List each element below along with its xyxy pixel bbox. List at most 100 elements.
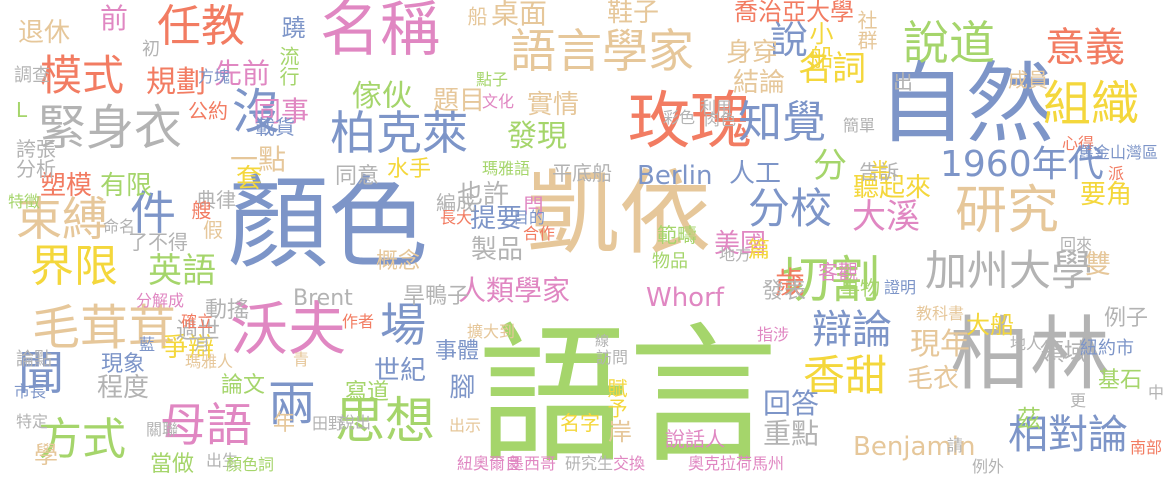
cloud-word: 前 bbox=[100, 2, 129, 35]
cloud-word: 退休 bbox=[18, 18, 71, 48]
cloud-word: 先前 bbox=[214, 57, 271, 90]
cloud-word: 鞋子 bbox=[607, 0, 660, 28]
cloud-word: 公約 bbox=[188, 99, 228, 123]
cloud-word: 彩色 bbox=[663, 108, 696, 127]
cloud-word: 出 bbox=[893, 70, 913, 94]
cloud-word: 假 bbox=[203, 218, 223, 242]
cloud-word: 題目 bbox=[433, 86, 486, 116]
cloud-word: 過世 bbox=[176, 319, 221, 344]
cloud-word: 腳 bbox=[445, 373, 475, 399]
cloud-word: 簡單 bbox=[843, 116, 876, 135]
cloud-word: 閂 bbox=[520, 195, 544, 215]
cloud-word: 界限 bbox=[30, 241, 118, 292]
cloud-word: 動搖 bbox=[205, 298, 250, 323]
cloud-word: 人類學家 bbox=[458, 274, 571, 307]
cloud-word: 說出 bbox=[339, 413, 372, 432]
cloud-word: 套 bbox=[236, 164, 263, 194]
cloud-word: 初 bbox=[142, 39, 160, 60]
cloud-word: 合作 bbox=[523, 224, 556, 243]
cloud-word: 桌面 bbox=[491, 0, 548, 30]
cloud-word: 指涉 bbox=[757, 325, 790, 344]
cloud-word: 文化 bbox=[482, 92, 515, 111]
cloud-word: 分 bbox=[813, 146, 847, 186]
cloud-word: 交換 bbox=[613, 454, 646, 473]
cloud-word: 地方 bbox=[719, 245, 752, 264]
cloud-word: 茲 bbox=[1017, 405, 1041, 433]
cloud-word: 塑模 bbox=[40, 171, 93, 201]
cloud-word: 要角 bbox=[1080, 180, 1133, 210]
cloud-word: 喬治亞大學 bbox=[734, 0, 854, 26]
cloud-word: 長大 bbox=[440, 208, 473, 227]
cloud-word: 例外 bbox=[972, 457, 1005, 476]
cloud-word: 說道 bbox=[903, 16, 995, 70]
cloud-word: 告訴 bbox=[859, 160, 899, 184]
cloud-word: 方式 bbox=[38, 414, 126, 465]
cloud-word: 紐約市 bbox=[1080, 338, 1134, 359]
cloud-word: 小船 bbox=[805, 21, 833, 69]
cloud-word: 南部 bbox=[1130, 438, 1163, 457]
cloud-word: 線 bbox=[595, 334, 609, 350]
cloud-word: 爭辯 bbox=[162, 333, 215, 363]
cloud-word: 加州大學 bbox=[925, 246, 1094, 295]
cloud-word: 知覺 bbox=[738, 97, 826, 148]
cloud-word: 墨西哥 bbox=[508, 454, 557, 473]
cloud-word: 當做 bbox=[150, 452, 195, 477]
cloud-word: 瑪雅語 bbox=[482, 159, 531, 178]
cloud-word: 沒 bbox=[232, 84, 281, 140]
cloud-word: 相對論 bbox=[1008, 412, 1128, 458]
cloud-word: 旱鴨子 bbox=[403, 284, 470, 309]
cloud-word: 調查 bbox=[14, 65, 50, 86]
cloud-word: 中 bbox=[1148, 383, 1165, 402]
cloud-word: 半 bbox=[870, 158, 890, 182]
cloud-word: 利用 bbox=[700, 98, 733, 117]
cloud-word: 場 bbox=[380, 298, 426, 352]
cloud-word: 特徵 bbox=[8, 192, 41, 211]
cloud-word: Whorf bbox=[646, 283, 724, 313]
cloud-word: 意義 bbox=[1045, 25, 1125, 71]
cloud-word: 藍 bbox=[139, 335, 156, 354]
cloud-word: 分析 bbox=[16, 157, 56, 181]
cloud-word: 同事 bbox=[253, 95, 310, 128]
cloud-word: 組織 bbox=[1043, 76, 1140, 132]
cloud-word: 毛衣 bbox=[907, 364, 960, 394]
cloud-word: 玫瑰 bbox=[628, 84, 753, 157]
cloud-word: 沃夫 bbox=[230, 295, 347, 363]
cloud-word: 傢伙 bbox=[352, 79, 412, 114]
cloud-word: 肉色 bbox=[704, 110, 737, 129]
cloud-word: 規劃 bbox=[146, 65, 206, 100]
cloud-word: 重點 bbox=[763, 417, 820, 450]
cloud-word: 實情 bbox=[527, 90, 580, 120]
cloud-word: 現象 bbox=[101, 352, 146, 377]
cloud-word: 基石 bbox=[1098, 368, 1143, 393]
cloud-word: 客觀 bbox=[818, 260, 858, 284]
cloud-word: 辯論 bbox=[812, 307, 892, 353]
cloud-word: 證明 bbox=[884, 278, 917, 297]
cloud-word: 例子 bbox=[1104, 306, 1149, 331]
cloud-word: 紐奧爾良 bbox=[457, 454, 522, 473]
cloud-word: 顏色詞 bbox=[226, 455, 275, 474]
cloud-word: 大船 bbox=[966, 311, 1014, 339]
cloud-word: 思想 bbox=[335, 392, 435, 450]
cloud-word: 水手 bbox=[387, 157, 432, 182]
cloud-word: 件 bbox=[130, 186, 176, 240]
cloud-word: Benjamin bbox=[853, 432, 976, 462]
cloud-word: 雙 bbox=[1085, 250, 1112, 280]
cloud-word: 青 bbox=[293, 350, 310, 369]
cloud-word: 回來 bbox=[1060, 235, 1093, 254]
cloud-word: 論點 bbox=[16, 349, 52, 370]
cloud-word: 身穿 bbox=[726, 38, 779, 68]
cloud-word: 結論 bbox=[733, 68, 786, 98]
cloud-word: 任教 bbox=[157, 1, 245, 52]
cloud-word: 關聯 bbox=[146, 420, 179, 439]
cloud-word: 製品 bbox=[471, 235, 524, 265]
cloud-word: 束縛 bbox=[16, 192, 108, 246]
cloud-word: 語言學家 bbox=[510, 24, 694, 78]
cloud-word: 心得 bbox=[1062, 134, 1095, 153]
cloud-word: 田野 bbox=[312, 414, 345, 433]
cloud-word: 提要 bbox=[470, 204, 523, 234]
cloud-word: 程度 bbox=[97, 373, 150, 403]
cloud-word: 緊身衣 bbox=[38, 100, 183, 156]
cloud-word: 事物 bbox=[840, 276, 880, 300]
cloud-word: 成員 bbox=[1008, 68, 1048, 92]
